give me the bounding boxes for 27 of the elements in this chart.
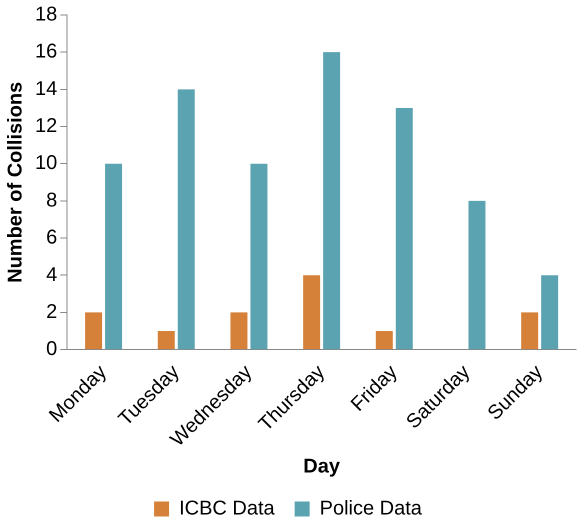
bar (85, 312, 102, 350)
y-tick-label: 4 (46, 264, 58, 286)
bar (541, 275, 558, 350)
bar (323, 52, 340, 350)
bar (230, 312, 248, 350)
bar (178, 89, 195, 350)
y-tick-label: 8 (46, 189, 58, 212)
y-axis-title: Number of Collisions (4, 82, 27, 283)
legend-label: Police Data (320, 498, 423, 520)
bar (521, 312, 538, 350)
x-axis-title: Day (303, 456, 341, 478)
bar (376, 331, 393, 350)
bar (158, 331, 175, 350)
y-tick-label: 12 (34, 115, 58, 138)
bar (303, 275, 320, 350)
y-tick-label: 0 (46, 338, 58, 360)
y-tick-label: 6 (46, 226, 58, 249)
y-tick-label: 16 (34, 40, 58, 63)
bar (105, 164, 122, 350)
y-tick-label: 10 (34, 152, 58, 174)
bar (468, 200, 486, 350)
bar (396, 108, 413, 350)
y-tick-label: 14 (34, 78, 58, 100)
y-tick-label: 18 (34, 4, 58, 26)
legend-label: ICBC Data (179, 498, 276, 520)
y-tick-label: 2 (46, 300, 58, 323)
bar (250, 164, 268, 350)
